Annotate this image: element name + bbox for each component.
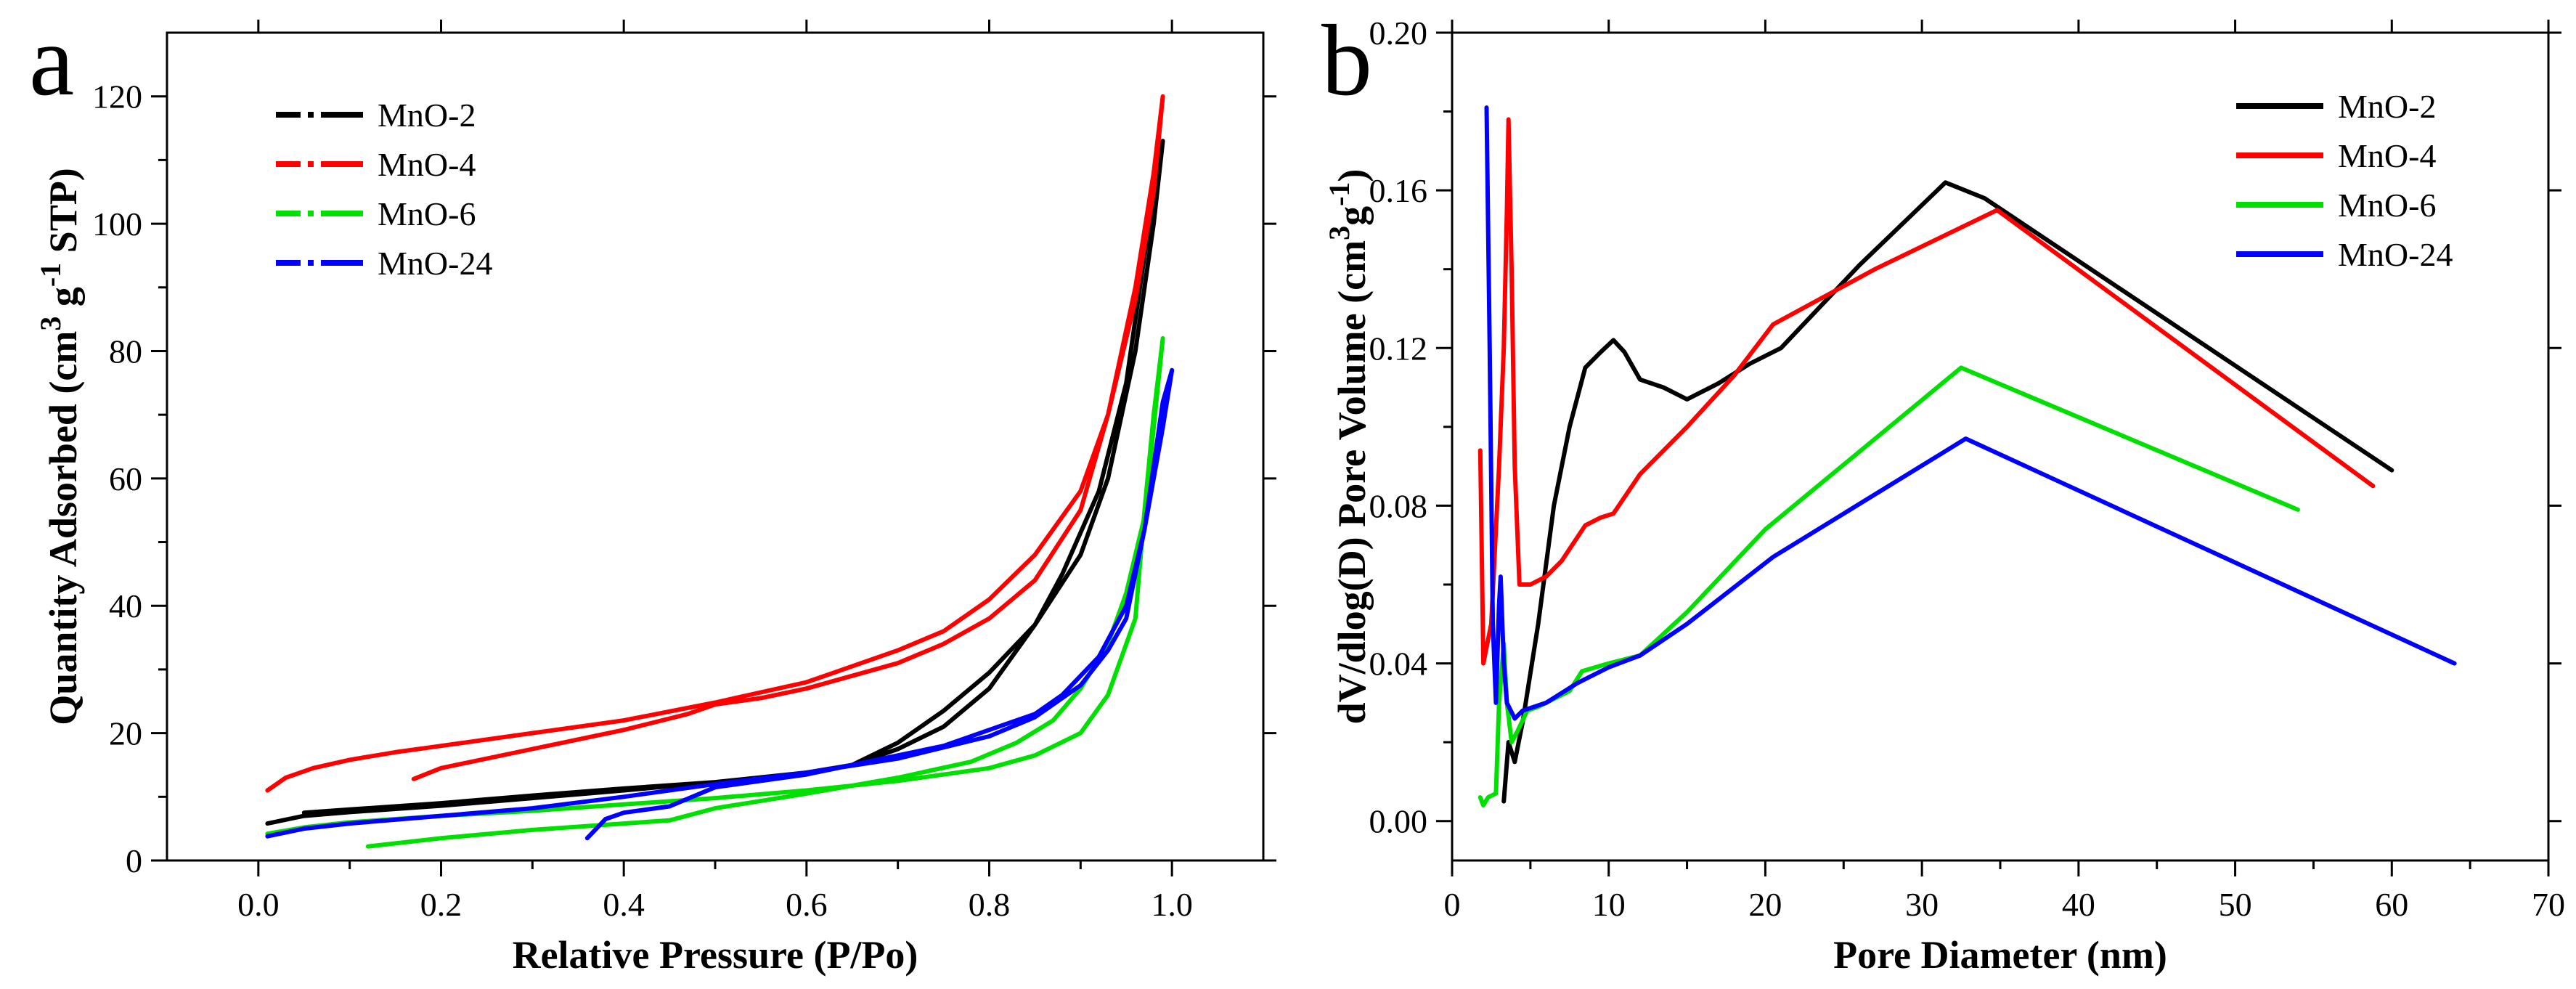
y-axis-title-a-part-1: Quantity Adsorbed (cm (41, 331, 85, 725)
series-line-b-mno-24 (1484, 105, 2457, 721)
legend-label-b-mno-24: MnO-24 (2338, 236, 2453, 273)
y-tick-label-a: 0 (126, 842, 142, 879)
y-tick-label-a: 80 (109, 333, 142, 370)
y-tick-label-a: 120 (92, 78, 142, 115)
legend-b: MnO-2 MnO-4 MnO-6 MnO-24 (2236, 88, 2453, 273)
chart-panel-a: a 0.0 0.2 0.4 0.6 0.8 1.0 0 20 40 60 80 100 120 Rela… (29, 4, 1276, 977)
legend-label-b-mno-6: MnO-6 (2338, 187, 2436, 224)
series-group-b (1477, 105, 2457, 807)
y-axis-title-a-part-4: -1 (34, 263, 67, 287)
x-tick-label-b: 30 (1905, 886, 1939, 923)
y-tick-label-a: 100 (92, 205, 142, 243)
y-axis-title-b: dV/dlog(D) Pore Volume (cm3g-1) (1323, 169, 1374, 725)
y-tick-label-b: 0.20 (1369, 15, 1428, 52)
x-tick-label-a: 0.6 (786, 886, 828, 923)
y-tick-label-a: 40 (109, 587, 142, 624)
legend-label-a-mno-24: MnO-24 (378, 245, 492, 282)
legend-label-a-mno-2: MnO-2 (378, 97, 476, 134)
axis-ticks-b: 0 10 20 30 40 50 60 70 0.00 0.04 0.08 0.12 0.16 0.20 (1369, 15, 2566, 923)
panel-label-a: a (29, 4, 74, 117)
y-axis-title-a: Quantity Adsorbed (cm3 g-1 STP) (34, 168, 86, 725)
x-tick-label-a: 0.8 (969, 886, 1011, 923)
y-tick-label-a: 20 (109, 715, 142, 752)
y-tick-label-b: 0.08 (1369, 487, 1428, 524)
x-tick-label-a: 0.0 (237, 886, 280, 923)
y-tick-label-b: 0.04 (1369, 646, 1428, 683)
y-tick-label-b: 0.16 (1369, 172, 1428, 209)
panel-label-b: b (1321, 4, 1372, 117)
axis-ticks-a: 0.0 0.2 0.4 0.6 0.8 1.0 0 20 40 60 80 100 120 (92, 20, 1276, 923)
x-axis-title-b: Pore Diameter (nm) (1833, 933, 2167, 977)
x-tick-label-b: 10 (1592, 886, 1626, 923)
series-line-a-mno-6 (265, 335, 1165, 849)
legend-label-b-mno-4: MnO-4 (2338, 137, 2436, 174)
y-axis-title-b-part-3: g (1330, 206, 1374, 226)
y-axis-title-a-part-5: STP) (41, 168, 85, 263)
y-axis-title-a-part-3: g (41, 287, 85, 317)
x-tick-label-a: 0.2 (420, 886, 462, 923)
legend-a: MnO-2 MnO-4 MnO-6 MnO-24 (276, 97, 492, 282)
x-tick-label-b: 50 (2219, 886, 2252, 923)
y-axis-title-b-part-1: dV/dlog(D) Pore Volume (cm (1330, 240, 1374, 724)
series-line-a-mno-24 (265, 367, 1175, 841)
chart-panel-b: b 0 10 20 30 40 50 60 70 0.00 0.04 0.08 0.12 0.16 0.2… (1321, 4, 2565, 977)
x-tick-label-b: 60 (2375, 886, 2408, 923)
series-group-a (265, 94, 1175, 849)
x-tick-label-a: 1.0 (1151, 886, 1193, 923)
legend-label-a-mno-4: MnO-4 (378, 146, 476, 183)
y-tick-label-b: 0.12 (1369, 330, 1428, 367)
series-line-a-mno-4 (265, 94, 1165, 793)
series-line-b-mno-4 (1477, 117, 2376, 666)
x-axis-title-a: Relative Pressure (P/Po) (513, 933, 918, 977)
x-tick-label-b: 0 (1444, 886, 1461, 923)
x-tick-label-a: 0.4 (603, 886, 645, 923)
x-tick-label-b: 70 (2532, 886, 2565, 923)
y-axis-title-a-part-2: 3 (34, 317, 67, 331)
y-axis-title-b-part-2: 3 (1323, 226, 1356, 240)
x-tick-label-b: 20 (1748, 886, 1782, 923)
legend-label-b-mno-2: MnO-2 (2338, 88, 2436, 125)
x-tick-label-b: 40 (2062, 886, 2095, 923)
y-axis-title-b-part-4: -1 (1323, 182, 1356, 206)
y-tick-label-b: 0.00 (1369, 803, 1428, 840)
y-tick-label-a: 60 (109, 460, 142, 497)
legend-label-a-mno-6: MnO-6 (378, 195, 476, 232)
y-axis-title-b-part-5: ) (1330, 169, 1374, 182)
